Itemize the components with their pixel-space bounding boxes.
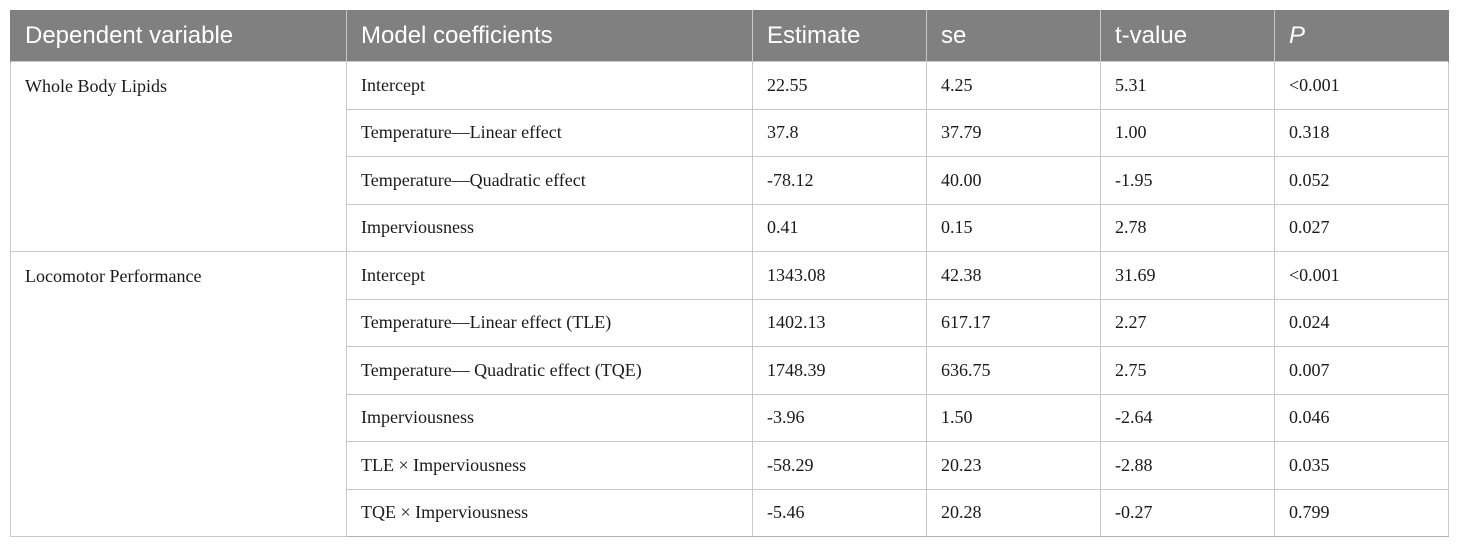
t-value-cell: 5.31 (1100, 61, 1275, 110)
p-value-cell: <0.001 (1274, 61, 1449, 110)
p-value-cell: <0.001 (1274, 251, 1449, 300)
t-value-cell: 2.75 (1100, 346, 1275, 395)
results-table-container: Dependent variable Model coefficients Es… (10, 10, 1449, 537)
estimate-cell: 22.55 (752, 61, 927, 110)
table-row: Temperature—Linear effect 37.8 37.79 1.0… (11, 108, 1449, 157)
coefficient-cell: TLE × Imperviousness (346, 441, 753, 490)
dependent-variable-cell: Locomotor Performance (10, 251, 347, 537)
se-cell: 20.28 (926, 488, 1101, 537)
se-cell: 617.17 (926, 298, 1101, 347)
coefficient-cell: Intercept (346, 61, 753, 110)
se-cell: 37.79 (926, 108, 1101, 157)
header-se: se (926, 10, 1101, 62)
coefficient-cell: Temperature— Quadratic effect (TQE) (346, 346, 753, 395)
coefficient-cell: Temperature—Linear effect (346, 108, 753, 157)
se-cell: 42.38 (926, 251, 1101, 300)
table-row: Temperature— Quadratic effect (TQE) 1748… (11, 346, 1449, 395)
header-dependent-variable: Dependent variable (10, 10, 347, 62)
estimate-cell: -3.96 (752, 393, 927, 442)
header-p: P (1274, 10, 1449, 62)
dependent-variable-cell: Whole Body Lipids (10, 61, 347, 252)
table-row: Imperviousness 0.41 0.15 2.78 0.027 (11, 203, 1449, 252)
table-row: Locomotor Performance Intercept 1343.08 … (10, 251, 1449, 537)
coefficient-cell: Temperature—Quadratic effect (346, 156, 753, 205)
estimate-cell: 0.41 (752, 203, 927, 252)
p-value-cell: 0.799 (1274, 488, 1449, 537)
se-cell: 4.25 (926, 61, 1101, 110)
t-value-cell: 31.69 (1100, 251, 1275, 300)
p-value-cell: 0.007 (1274, 346, 1449, 395)
estimate-cell: 1402.13 (752, 298, 927, 347)
coefficient-cell: TQE × Imperviousness (346, 488, 753, 537)
table-row: Temperature—Quadratic effect -78.12 40.0… (11, 156, 1449, 205)
header-model-coefficients: Model coefficients (346, 10, 753, 62)
t-value-cell: 1.00 (1100, 108, 1275, 157)
p-value-cell: 0.035 (1274, 441, 1449, 490)
p-value-cell: 0.027 (1274, 203, 1449, 252)
estimate-cell: -78.12 (752, 156, 927, 205)
table-row: Temperature—Linear effect (TLE) 1402.13 … (11, 298, 1449, 347)
estimate-cell: 1748.39 (752, 346, 927, 395)
se-cell: 1.50 (926, 393, 1101, 442)
t-value-cell: -1.95 (1100, 156, 1275, 205)
t-value-cell: 2.78 (1100, 203, 1275, 252)
p-value-cell: 0.318 (1274, 108, 1449, 157)
table-row: TLE × Imperviousness -58.29 20.23 -2.88 … (11, 441, 1449, 490)
coefficient-cell: Temperature—Linear effect (TLE) (346, 298, 753, 347)
table-header: Dependent variable Model coefficients Es… (10, 10, 1449, 62)
table-row: Imperviousness -3.96 1.50 -2.64 0.046 (11, 393, 1449, 442)
coefficient-cell: Imperviousness (346, 203, 753, 252)
p-value-cell: 0.046 (1274, 393, 1449, 442)
table-row: Whole Body Lipids Intercept 22.55 4.25 5… (10, 61, 1449, 252)
estimate-cell: -5.46 (752, 488, 927, 537)
se-cell: 0.15 (926, 203, 1101, 252)
p-value-cell: 0.052 (1274, 156, 1449, 205)
estimate-cell: 37.8 (752, 108, 927, 157)
se-cell: 40.00 (926, 156, 1101, 205)
header-estimate: Estimate (752, 10, 927, 62)
table-row: TQE × Imperviousness -5.46 20.28 -0.27 0… (11, 488, 1449, 537)
table-body: Whole Body Lipids Intercept 22.55 4.25 5… (10, 61, 1449, 537)
regression-results-table: Dependent variable Model coefficients Es… (10, 10, 1449, 537)
t-value-cell: -2.88 (1100, 441, 1275, 490)
estimate-cell: -58.29 (752, 441, 927, 490)
se-cell: 20.23 (926, 441, 1101, 490)
t-value-cell: -2.64 (1100, 393, 1275, 442)
se-cell: 636.75 (926, 346, 1101, 395)
estimate-cell: 1343.08 (752, 251, 927, 300)
t-value-cell: -0.27 (1100, 488, 1275, 537)
coefficient-cell: Imperviousness (346, 393, 753, 442)
header-row: Dependent variable Model coefficients Es… (10, 10, 1449, 62)
t-value-cell: 2.27 (1100, 298, 1275, 347)
coefficient-cell: Intercept (346, 251, 753, 300)
header-t-value: t-value (1100, 10, 1275, 62)
p-value-cell: 0.024 (1274, 298, 1449, 347)
